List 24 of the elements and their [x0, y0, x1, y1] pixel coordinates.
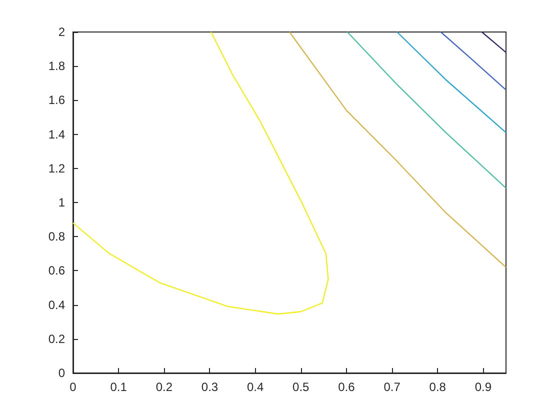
x-tick-label: 0.3	[201, 380, 218, 394]
y-tick-label: 0.8	[48, 230, 66, 244]
x-tick-label: 0.1	[110, 380, 128, 394]
y-tick-label: 1	[58, 196, 66, 210]
x-tick-label: 0.2	[156, 380, 173, 394]
x-tick-label: 0.6	[338, 380, 356, 394]
y-tick-label: 1.4	[48, 127, 66, 142]
y-tick-label: 1.8	[48, 59, 66, 74]
x-tick-label: 0.8	[429, 380, 446, 394]
line-series	[288, 31, 507, 268]
x-tick-label: 0	[70, 380, 77, 394]
line-series	[346, 31, 507, 189]
x-tick-label: 0.5	[292, 380, 310, 394]
y-tick-label: 2	[58, 25, 66, 39]
x-tick-label: 0.9	[474, 380, 492, 394]
y-tick-label: 1.2	[48, 161, 66, 176]
y-tick-label: 1.6	[48, 93, 66, 108]
line-series	[72, 31, 329, 315]
x-tick-label: 0.4	[246, 380, 264, 394]
y-tick-label: 0	[58, 366, 66, 380]
y-tick-label: 0.4	[48, 298, 66, 312]
y-tick-label: 0.6	[48, 264, 66, 278]
y-tick-label: 0.2	[48, 332, 66, 346]
x-tick-label: 0.7	[384, 380, 401, 394]
